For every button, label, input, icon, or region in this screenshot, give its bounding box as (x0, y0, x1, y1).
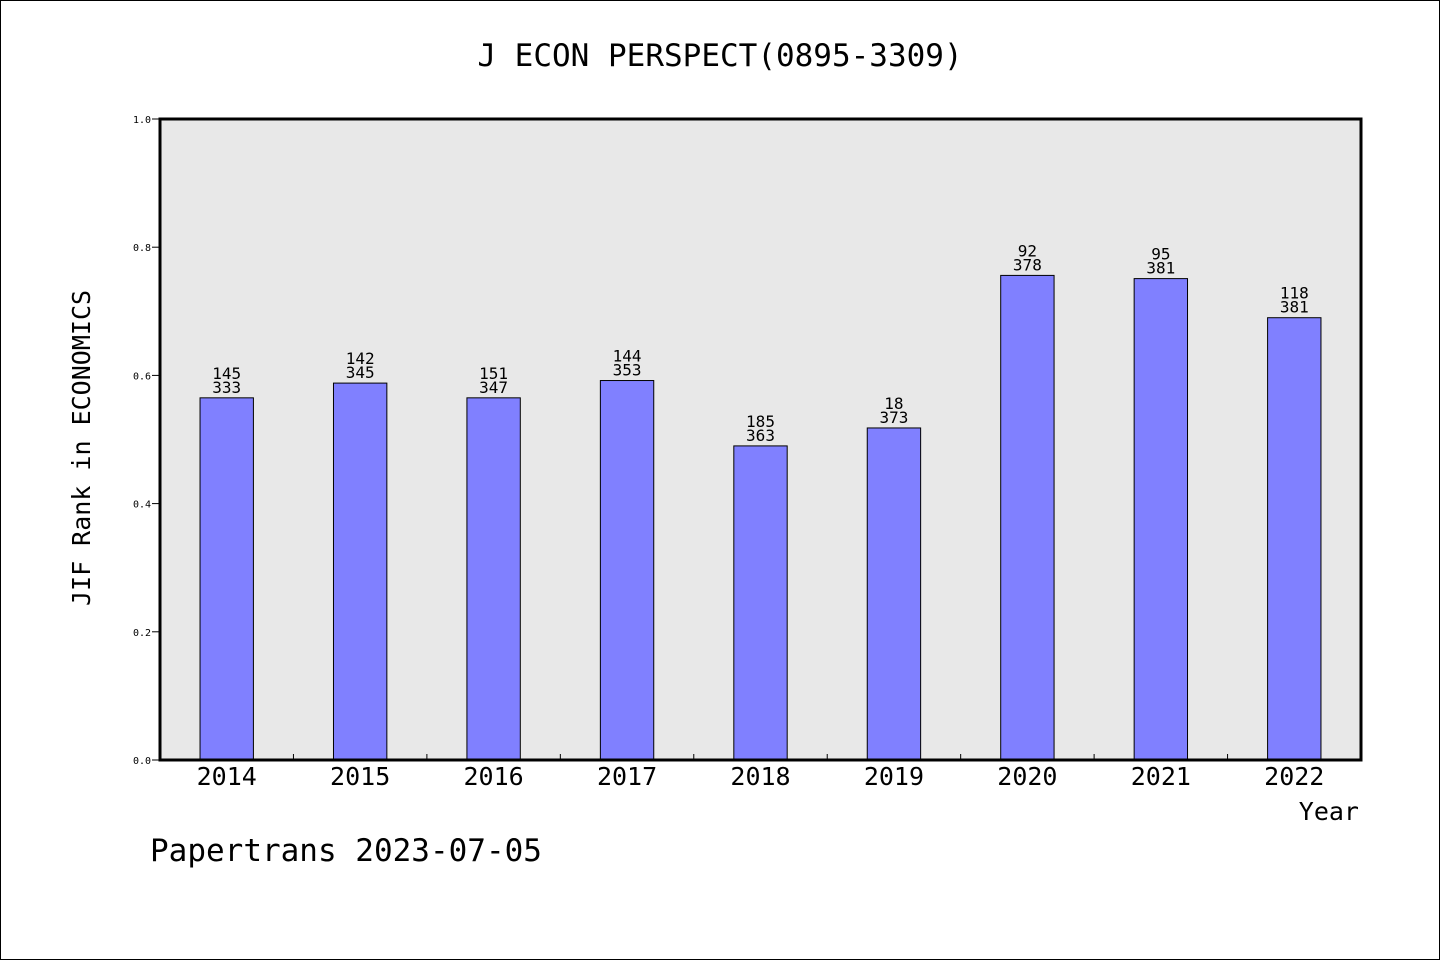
x-tick-label: 2018 (730, 762, 790, 791)
x-tick-label: 2014 (197, 762, 257, 791)
bar-label-total: 378 (1013, 255, 1042, 274)
y-tick-label: 0.2 (133, 628, 151, 639)
bar-label-total: 373 (879, 408, 908, 427)
x-tick-label: 2019 (864, 762, 924, 791)
x-tick-label: 2022 (1264, 762, 1324, 791)
footer-credit: Papertrans 2023-07-05 (150, 833, 542, 869)
x-axis: 2014 2015 2016 2017 2018 2019 2020 2021 2022 (197, 754, 1324, 791)
plot-border (158, 117, 1363, 762)
y-tick-label: 0.0 (133, 756, 151, 767)
bar-label-total: 345 (346, 363, 375, 382)
bar-label-rank: 151 (479, 364, 508, 383)
bar (1000, 274, 1055, 761)
bar-label-rank: 145 (212, 364, 241, 383)
bar (599, 380, 655, 761)
chart-title: J ECON PERSPECT(0895-3309) (477, 38, 962, 74)
y-axis-label: JIF Rank in ECONOMICS (67, 290, 96, 606)
bar-label-rank: 95 (1151, 245, 1170, 264)
bar (1267, 317, 1322, 761)
bar (466, 397, 521, 761)
x-axis-label: Year (1299, 797, 1359, 826)
bar (199, 397, 254, 761)
bar (866, 427, 922, 761)
bar-label-total: 347 (479, 378, 508, 397)
bar (733, 445, 788, 761)
y-tick-label: 0.4 (133, 500, 151, 511)
y-tick-label: 0.6 (133, 371, 151, 382)
x-tick-label: 2015 (330, 762, 390, 791)
x-tick-label: 2017 (597, 762, 657, 791)
bar-label-rank: 142 (346, 349, 375, 368)
bar (1133, 278, 1189, 761)
bar-label-total: 381 (1280, 298, 1309, 317)
bar-label-total: 381 (1146, 259, 1175, 278)
bar-label-total: 333 (212, 378, 241, 397)
bar-label-rank: 18 (884, 394, 903, 413)
y-tick-label: 0.8 (133, 243, 151, 254)
bar-label-rank: 92 (1018, 241, 1037, 260)
x-tick-label: 2020 (997, 762, 1057, 791)
x-tick-label: 2016 (464, 762, 524, 791)
bar-label-rank: 185 (746, 412, 775, 431)
bar-label-rank: 118 (1280, 284, 1309, 303)
bar (332, 382, 388, 761)
x-tick-label: 2021 (1131, 762, 1191, 791)
bar-label-total: 353 (613, 361, 642, 380)
y-axis: 0.0 0.2 0.4 0.6 0.8 1.0 (133, 115, 160, 767)
bar-label-rank: 144 (613, 347, 642, 366)
y-tick-label: 1.0 (133, 115, 151, 126)
bar-label-total: 363 (746, 426, 775, 445)
